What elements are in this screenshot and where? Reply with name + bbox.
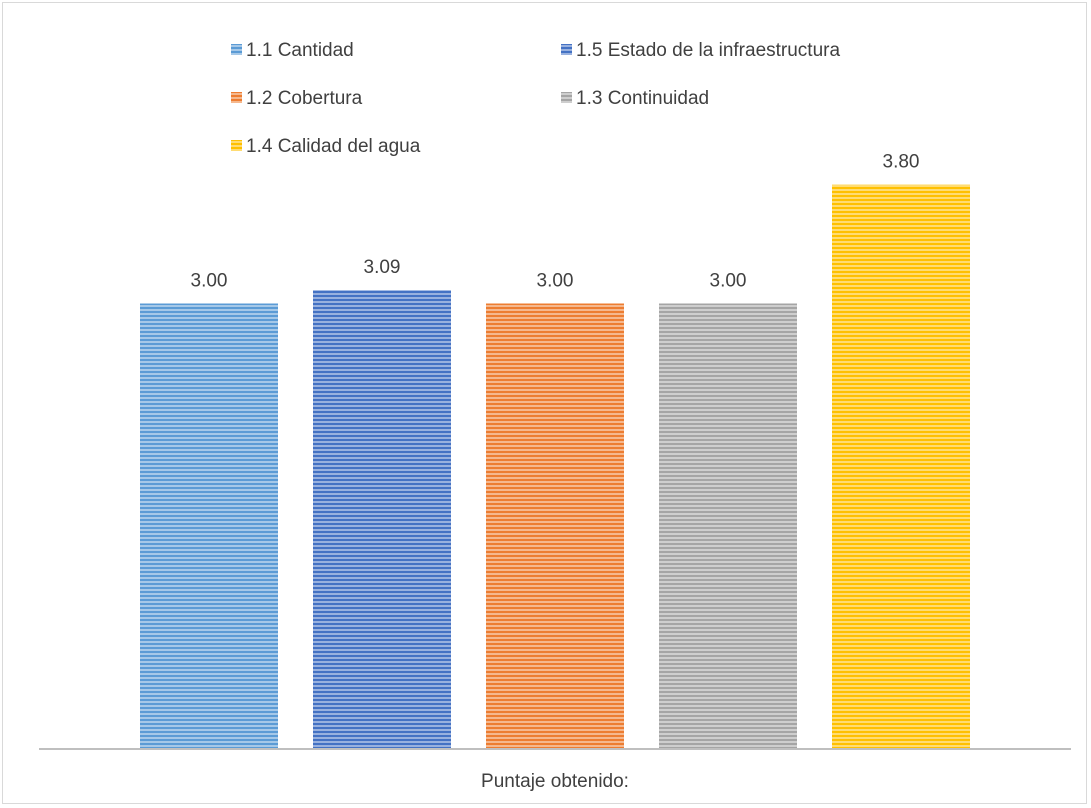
data-label: 3.00 — [537, 271, 574, 292]
legend-swatch — [231, 92, 242, 103]
bar — [313, 290, 451, 749]
legend-label: 1.3 Continuidad — [576, 88, 709, 109]
legend-label: 1.4 Calidad del agua — [246, 136, 421, 157]
bar — [659, 303, 797, 749]
data-label: 3.80 — [883, 152, 920, 173]
legend-swatch — [561, 44, 572, 55]
legend-swatch — [231, 140, 242, 151]
legend-label: 1.5 Estado de la infraestructura — [576, 40, 840, 61]
legend-label: 1.1 Cantidad — [246, 40, 354, 61]
data-label: 3.00 — [191, 271, 228, 292]
bar — [486, 303, 624, 749]
bars — [140, 184, 970, 749]
bar-chart: 1.1 Cantidad 1.5 Estado de la infraestruc… — [39, 40, 1071, 792]
legend-label: 1.2 Cobertura — [246, 88, 363, 109]
legend: 1.1 Cantidad 1.5 Estado de la infraestruc… — [231, 40, 840, 157]
bar — [832, 184, 970, 749]
legend-swatch — [561, 92, 572, 103]
data-labels: 3.00 3.09 3.00 3.00 3.80 — [191, 152, 920, 292]
x-axis-category-label: Puntaje obtenido: — [481, 771, 629, 792]
bar — [140, 303, 278, 749]
data-label: 3.00 — [710, 271, 747, 292]
data-label: 3.09 — [364, 257, 401, 278]
legend-swatch — [231, 44, 242, 55]
